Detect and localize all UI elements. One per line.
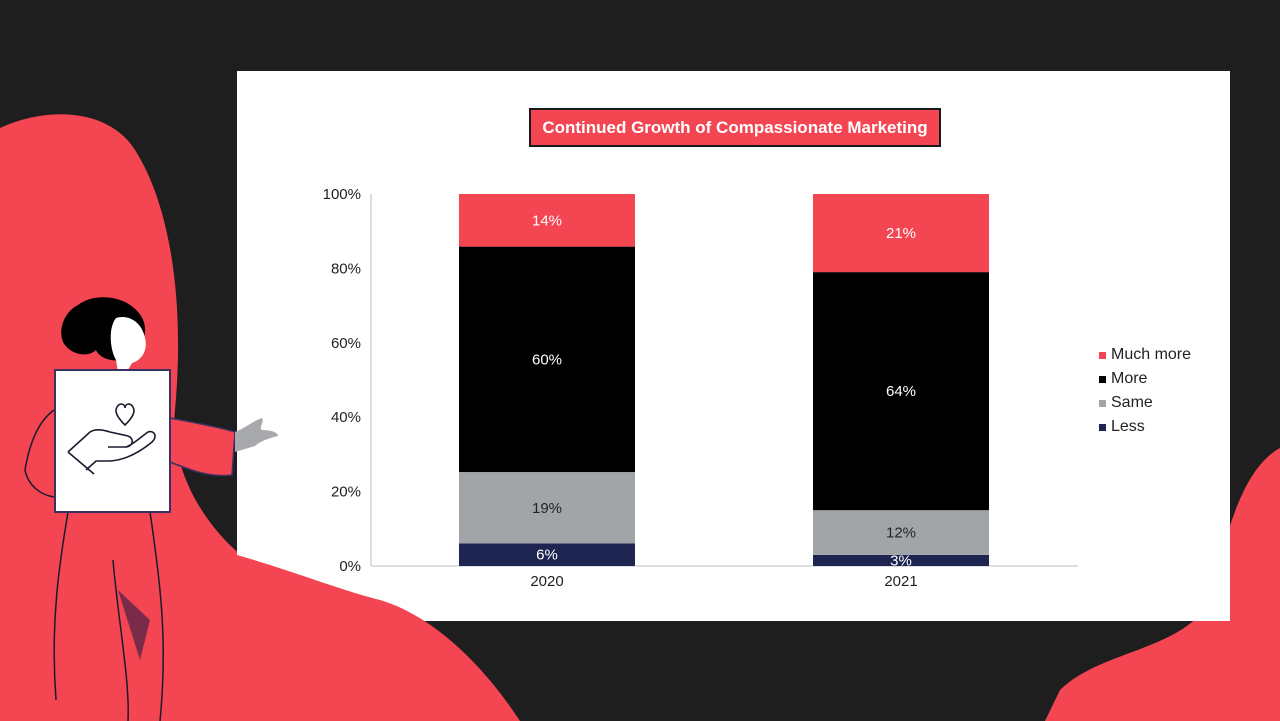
y-tick-label: 40%: [331, 409, 361, 426]
data-label: 12%: [886, 525, 916, 542]
stacked-bar-chart: 0% 20% 40% 60% 80% 100% 2020 2021 6% 19% 60% 14% 3%…: [323, 186, 1078, 590]
legend-item: Less: [1099, 415, 1191, 439]
legend-swatch: [1099, 375, 1106, 383]
x-tick-label: 2021: [884, 573, 917, 590]
chart-title: Continued Growth of Compassionate Market…: [529, 108, 941, 147]
bar-segment: [813, 272, 989, 511]
chart-bars: [459, 194, 989, 566]
bar-segment: [813, 554, 989, 566]
legend-label: More: [1111, 370, 1148, 387]
data-label: 14%: [532, 212, 562, 229]
legend-item: Much more: [1099, 343, 1191, 367]
data-label: 6%: [536, 547, 558, 564]
chart-panel: Continued Growth of Compassionate Market…: [237, 71, 1230, 621]
x-tick-label: 2020: [530, 573, 563, 590]
y-tick-label: 80%: [331, 260, 361, 277]
y-tick-label: 60%: [331, 335, 361, 352]
legend-label: Much more: [1111, 346, 1192, 363]
data-label: 21%: [886, 225, 916, 242]
data-label: 60%: [532, 351, 562, 368]
bar-segment: [459, 194, 635, 247]
data-label: 3%: [890, 552, 912, 569]
right-red-blob: [1045, 448, 1280, 721]
bar-segment: [813, 510, 989, 555]
bar-segment: [813, 194, 989, 273]
legend-swatch: [1099, 399, 1106, 407]
bar-segment: [459, 246, 635, 473]
data-label: 64%: [886, 383, 916, 400]
chart-data-labels: 6% 19% 60% 14% 3% 12% 64% 21%: [532, 212, 916, 569]
y-tick-label: 0%: [339, 558, 361, 575]
legend-label: Less: [1111, 418, 1145, 435]
data-label: 19%: [532, 500, 562, 517]
y-tick-label: 100%: [323, 186, 361, 203]
legend-item: More: [1099, 367, 1191, 391]
legend-label: Same: [1111, 394, 1153, 411]
legend-swatch: [1099, 351, 1106, 359]
y-tick-label: 20%: [331, 484, 361, 501]
legend-item: Same: [1099, 391, 1191, 415]
bar-segment: [459, 472, 635, 544]
legend-swatch: [1099, 423, 1106, 431]
chart-legend: Much more More Same Less: [1099, 343, 1191, 439]
